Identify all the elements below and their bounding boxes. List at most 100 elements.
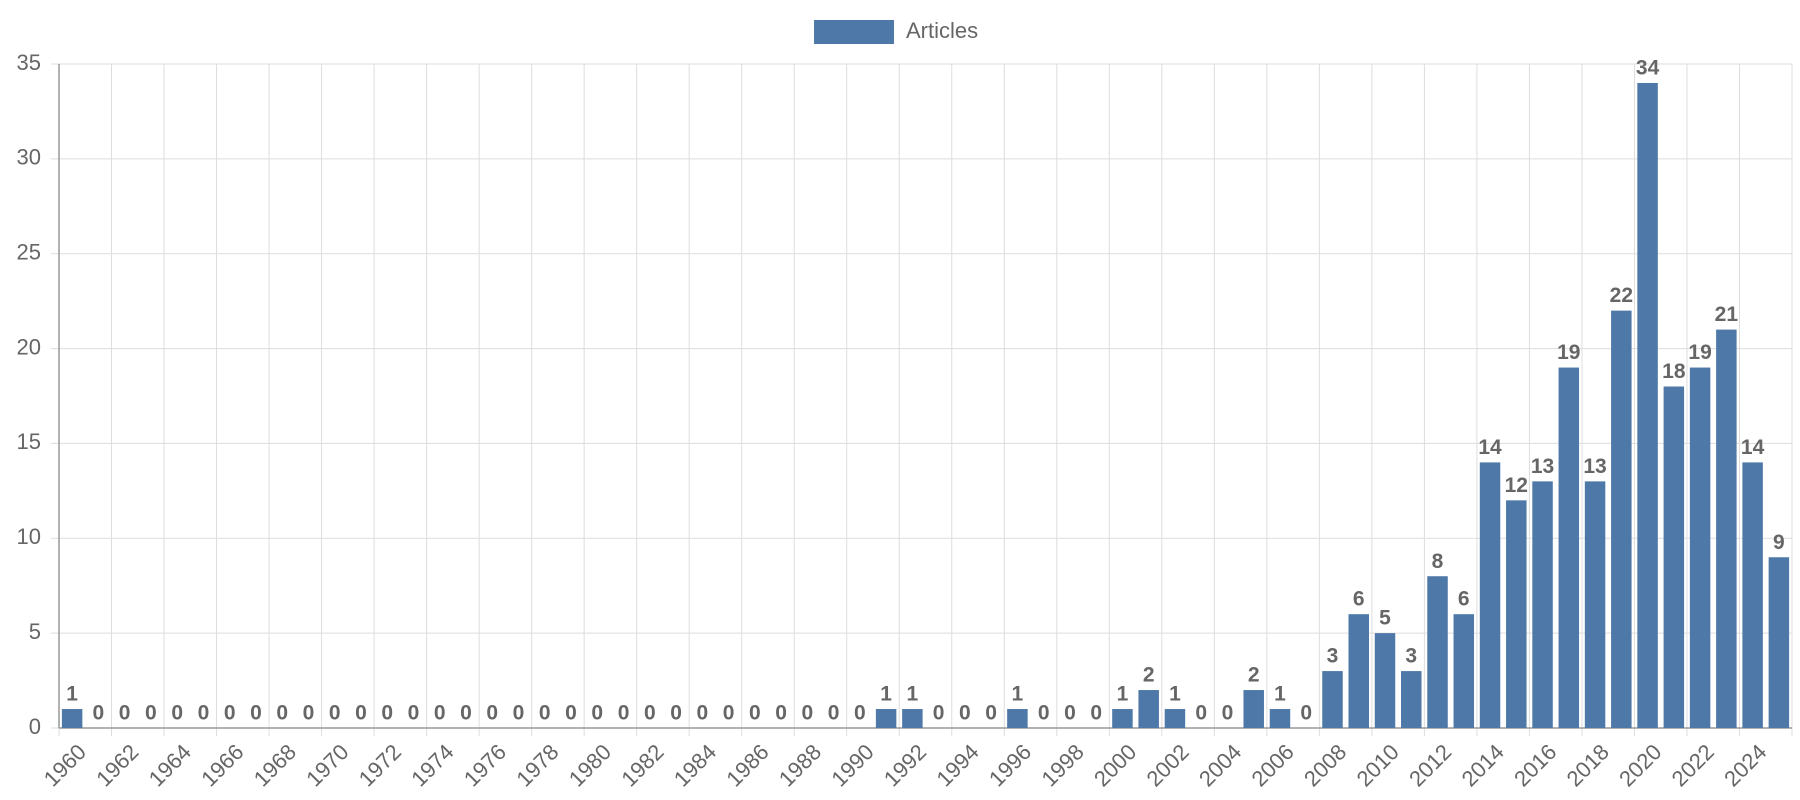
value-label: 0 (1222, 702, 1234, 725)
bar (1164, 709, 1186, 728)
value-label: 1 (66, 683, 78, 706)
value-label: 0 (696, 702, 708, 725)
legend-label: Articles (906, 18, 978, 43)
value-label: 1 (1117, 683, 1129, 706)
value-label: 0 (513, 702, 525, 725)
value-label: 6 (1458, 588, 1470, 611)
x-tick-label: 1960 (39, 739, 91, 791)
value-label: 19 (1688, 341, 1711, 364)
value-label: 0 (408, 702, 420, 725)
y-tick-label: 10 (17, 524, 41, 549)
x-tick-label: 2000 (1089, 739, 1141, 791)
bar (1689, 367, 1711, 728)
value-label: 0 (539, 702, 551, 725)
x-tick-label: 1998 (1036, 739, 1088, 791)
bar (1506, 500, 1527, 728)
x-tick-label: 2006 (1247, 739, 1299, 791)
x-tick-label: 2012 (1404, 739, 1456, 791)
x-tick-label: 2014 (1457, 739, 1509, 791)
x-tick-label: 2018 (1562, 739, 1614, 791)
value-label: 19 (1557, 341, 1580, 364)
y-tick-label: 20 (17, 334, 41, 359)
value-label: 0 (145, 702, 157, 725)
bar (1768, 557, 1790, 728)
value-label: 0 (565, 702, 577, 725)
value-label: 1 (1274, 683, 1286, 706)
value-label: 0 (486, 702, 498, 725)
value-label: 21 (1715, 303, 1739, 326)
bar (1374, 633, 1396, 728)
legend-swatch (814, 20, 894, 44)
value-label: 1 (1169, 683, 1181, 706)
value-label: 0 (749, 702, 761, 725)
x-tick-label: 1992 (879, 739, 931, 791)
x-tick-label: 1990 (826, 739, 878, 791)
value-label: 13 (1531, 455, 1554, 478)
bar (1269, 709, 1291, 728)
y-tick-label: 30 (17, 145, 41, 170)
value-label: 0 (959, 702, 971, 725)
x-tick-label: 1962 (91, 739, 143, 791)
value-label: 13 (1583, 455, 1606, 478)
x-tick-label: 1988 (774, 739, 826, 791)
y-tick-label: 5 (29, 619, 41, 644)
value-label: 0 (329, 702, 341, 725)
bar (1401, 671, 1422, 728)
x-tick-label: 1996 (984, 739, 1036, 791)
bar (1584, 481, 1606, 728)
bar (1112, 709, 1133, 728)
value-label: 0 (1038, 702, 1050, 725)
value-label: 22 (1610, 284, 1633, 307)
x-tick-label: 2016 (1509, 739, 1561, 791)
value-label: 0 (1090, 702, 1102, 725)
value-label: 5 (1379, 607, 1391, 630)
value-label: 0 (434, 702, 446, 725)
value-label: 14 (1741, 436, 1765, 459)
value-label: 18 (1662, 360, 1686, 383)
x-tick-label: 2022 (1667, 739, 1719, 791)
x-tick-label: 1976 (459, 739, 511, 791)
value-label: 0 (933, 702, 945, 725)
x-tick-label: 1966 (196, 739, 248, 791)
value-label: 0 (1300, 702, 1312, 725)
bar (875, 709, 897, 728)
value-label: 8 (1432, 550, 1444, 573)
bar (902, 709, 923, 728)
x-tick-label: 1978 (511, 739, 563, 791)
value-label: 34 (1636, 57, 1660, 80)
bar (1637, 82, 1658, 728)
bar (1453, 614, 1475, 728)
x-tick-label: 1964 (144, 739, 196, 791)
bar (61, 709, 83, 728)
value-label: 9 (1773, 531, 1785, 554)
bar (1348, 614, 1369, 728)
value-label: 0 (670, 702, 682, 725)
value-label: 14 (1478, 436, 1502, 459)
value-label: 0 (93, 702, 105, 725)
value-label: 0 (250, 702, 262, 725)
value-label: 2 (1143, 664, 1155, 687)
y-tick-label: 15 (17, 429, 41, 454)
value-label: 0 (775, 702, 787, 725)
value-label: 0 (828, 702, 840, 725)
value-label: 0 (644, 702, 656, 725)
x-tick-label: 1970 (301, 739, 353, 791)
x-tick-label: 2010 (1352, 739, 1404, 791)
bar (1427, 576, 1448, 728)
bar (1479, 462, 1501, 728)
value-label: 0 (854, 702, 866, 725)
value-label: 0 (1064, 702, 1076, 725)
value-label: 0 (355, 702, 367, 725)
bar (1243, 690, 1264, 728)
bar (1138, 690, 1159, 728)
value-label: 2 (1248, 664, 1260, 687)
value-label: 12 (1505, 474, 1528, 497)
x-tick-label: 2008 (1299, 739, 1351, 791)
value-label: 1 (1012, 683, 1024, 706)
value-label: 0 (224, 702, 236, 725)
value-label: 1 (880, 683, 892, 706)
x-tick-label: 1986 (721, 739, 773, 791)
value-label: 0 (460, 702, 472, 725)
x-tick-label: 1968 (249, 739, 301, 791)
